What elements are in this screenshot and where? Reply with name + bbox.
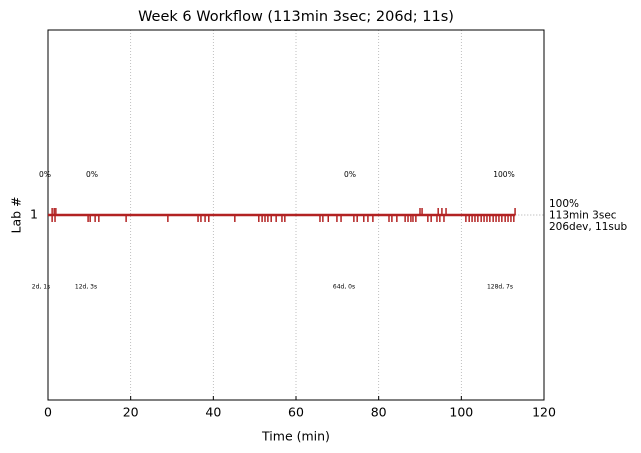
percent-label: 0% bbox=[86, 170, 98, 179]
x-tick-label: 40 bbox=[205, 405, 221, 420]
y-axis-label: Lab # bbox=[9, 196, 24, 233]
percent-label: 0% bbox=[344, 170, 356, 179]
count-label: 64d, 0s bbox=[333, 284, 355, 291]
summary-label: 206dev, 11sub bbox=[549, 221, 628, 233]
y-tick-label: 1 bbox=[30, 207, 38, 222]
x-tick-label: 100 bbox=[449, 405, 473, 420]
x-tick-label: 80 bbox=[371, 405, 387, 420]
x-tick-label: 0 bbox=[44, 405, 52, 420]
x-tick-label: 60 bbox=[288, 405, 304, 420]
chart-title: Week 6 Workflow (113min 3sec; 206d; 11s) bbox=[138, 9, 454, 25]
summary-label: 113min 3sec bbox=[549, 210, 617, 222]
percent-label: 0% bbox=[39, 170, 51, 179]
x-axis-label: Time (min) bbox=[261, 429, 330, 444]
count-label: 2d, 1s bbox=[32, 284, 50, 291]
percent-label: 100% bbox=[493, 170, 514, 179]
summary-label: 100% bbox=[549, 198, 579, 210]
count-label: 128d, 7s bbox=[487, 284, 513, 291]
x-tick-label: 120 bbox=[532, 405, 556, 420]
x-tick-label: 20 bbox=[123, 405, 139, 420]
count-label: 12d, 3s bbox=[75, 284, 97, 291]
